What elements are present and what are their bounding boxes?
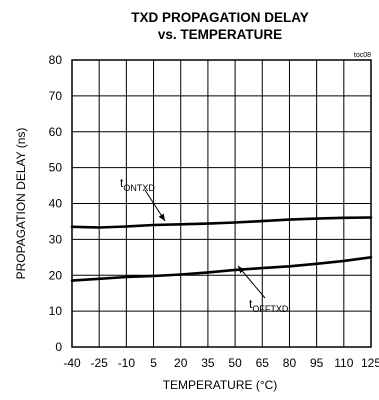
y-tick-label: 30 — [49, 232, 63, 246]
series-label-tontxd-main: t — [120, 176, 124, 190]
y-tick-label: 80 — [49, 53, 63, 67]
grid-lines — [72, 60, 371, 347]
y-tick-labels: 0 10 20 30 40 50 60 70 80 — [49, 53, 63, 354]
series-label-tontxd: tONTXD — [120, 176, 155, 193]
x-tick-label: 20 — [174, 356, 188, 370]
x-tick-label: 50 — [228, 356, 242, 370]
chart-figure-tag: toc08 — [354, 52, 371, 59]
series-label-tontxd-sub: ONTXD — [123, 183, 155, 193]
y-tick-label: 70 — [49, 89, 63, 103]
arrowhead-tofftxd — [238, 266, 245, 274]
x-tick-label: -40 — [63, 356, 81, 370]
x-tick-label: -25 — [91, 356, 109, 370]
series-label-tofftxd-sub: OFFTXD — [252, 304, 288, 314]
series-line-tontxd — [70, 216, 373, 229]
series-line-tofftxd — [70, 255, 373, 282]
x-tick-labels: -40 -25 -10 5 20 35 50 65 80 95 110 125 — [63, 356, 379, 370]
x-tick-label: 65 — [256, 356, 270, 370]
plot-frame — [71, 59, 372, 348]
y-tick-label: 60 — [49, 125, 63, 139]
arrowhead-tontxd — [158, 213, 165, 221]
y-tick-label: 20 — [49, 268, 63, 282]
x-tick-label: -10 — [118, 356, 136, 370]
y-tick-label: 10 — [49, 304, 63, 318]
x-tick-label: 80 — [283, 356, 297, 370]
y-axis-label: PROPAGATION DELAY (ns) — [14, 128, 28, 280]
x-tick-label: 35 — [201, 356, 215, 370]
series-lines — [70, 216, 373, 282]
chart-title-line-2: vs. TEMPERATURE — [158, 27, 282, 42]
x-tick-label: 5 — [150, 356, 157, 370]
x-tick-label: 110 — [334, 356, 353, 370]
y-tick-label: 0 — [55, 340, 62, 354]
series-label-tofftxd-main: t — [249, 297, 253, 311]
y-tick-label: 50 — [49, 161, 63, 175]
x-tick-label: 125 — [361, 356, 379, 370]
y-tick-label: 40 — [49, 197, 63, 211]
series-label-tofftxd: tOFFTXD — [249, 297, 289, 314]
chart-title-line-1: TXD PROPAGATION DELAY — [131, 10, 309, 25]
x-axis-label: TEMPERATURE (°C) — [163, 378, 278, 392]
x-tick-label: 95 — [310, 356, 324, 370]
